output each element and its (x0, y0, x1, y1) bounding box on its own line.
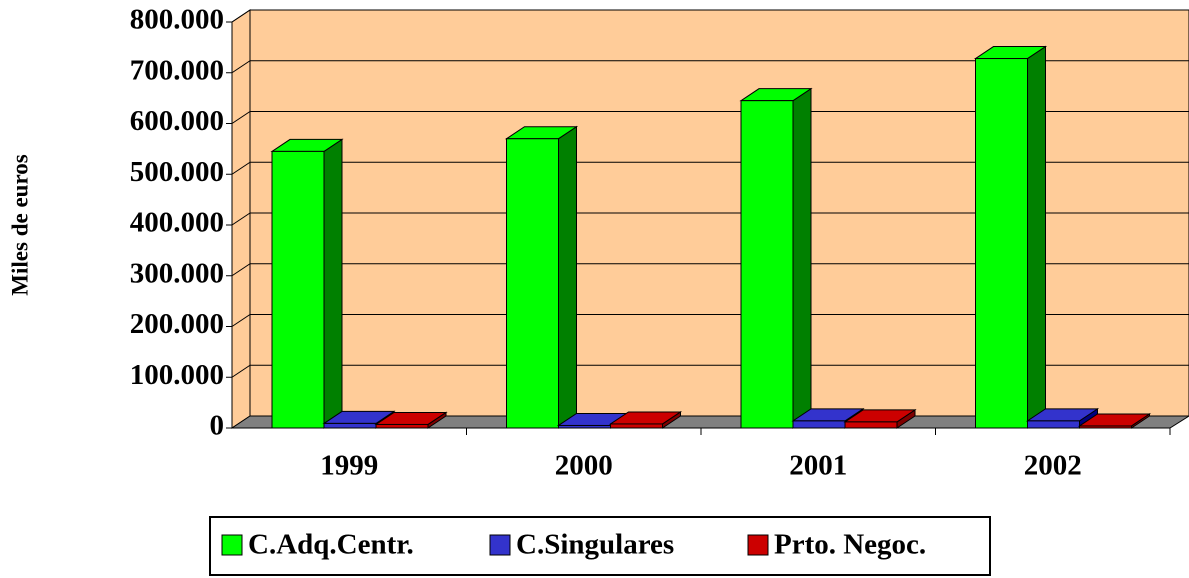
bar-side (792, 87, 812, 429)
grid-line (231, 364, 251, 378)
bar-front (375, 423, 429, 429)
legend-swatch (747, 534, 769, 556)
bar (504, 125, 579, 429)
legend-label: C.Singulares (516, 529, 674, 561)
bar-front (506, 138, 559, 429)
y-tick-label: 100.000 (130, 359, 224, 391)
bar (608, 411, 683, 429)
bar (843, 408, 917, 429)
bar-front (792, 420, 846, 429)
x-tick-label: 2001 (789, 450, 847, 482)
x-tick-label: 2000 (555, 450, 613, 482)
bar-front (1079, 425, 1132, 429)
bar-front (558, 424, 611, 429)
legend-swatch (489, 534, 511, 556)
bar-side (558, 125, 577, 429)
legend (209, 516, 991, 576)
bar-front (271, 150, 325, 429)
y-tick-label: 700.000 (130, 54, 224, 86)
y-axis-label: Miles de euros (7, 154, 32, 295)
bar-front (975, 58, 1028, 429)
bar-front (610, 423, 663, 429)
grid-line (231, 9, 251, 23)
y-tick-label: 800.000 (130, 4, 224, 36)
grid-line (231, 314, 251, 327)
y-tick-label: 600.000 (130, 105, 224, 137)
grid-line (231, 60, 251, 74)
bar (374, 411, 448, 429)
bar-front (740, 100, 794, 429)
y-tick-label: 500.000 (130, 156, 224, 188)
bar (739, 87, 813, 429)
y-tick-label: 400.000 (130, 207, 224, 239)
grid-line (231, 212, 251, 226)
y-tick-label: 300.000 (130, 257, 224, 289)
bar-side (1027, 45, 1046, 429)
legend-swatch (221, 534, 243, 556)
y-tick-label: 200.000 (130, 308, 224, 340)
bar (270, 138, 344, 429)
bar-front (323, 422, 377, 429)
x-tick-label: 1999 (320, 450, 378, 482)
grid-line (231, 111, 251, 124)
legend-label: C.Adq.Centr. (248, 529, 414, 561)
bar-front (844, 421, 898, 429)
bar-front (1027, 420, 1080, 429)
bar (1077, 413, 1152, 429)
y-tick-label: 0 (210, 410, 225, 442)
grid-line (231, 263, 251, 277)
bar-side (323, 138, 343, 429)
bar (973, 45, 1048, 429)
grid-line (231, 161, 251, 175)
x-tick-label: 2002 (1024, 450, 1082, 482)
legend-label: Prto. Negoc. (774, 529, 926, 561)
